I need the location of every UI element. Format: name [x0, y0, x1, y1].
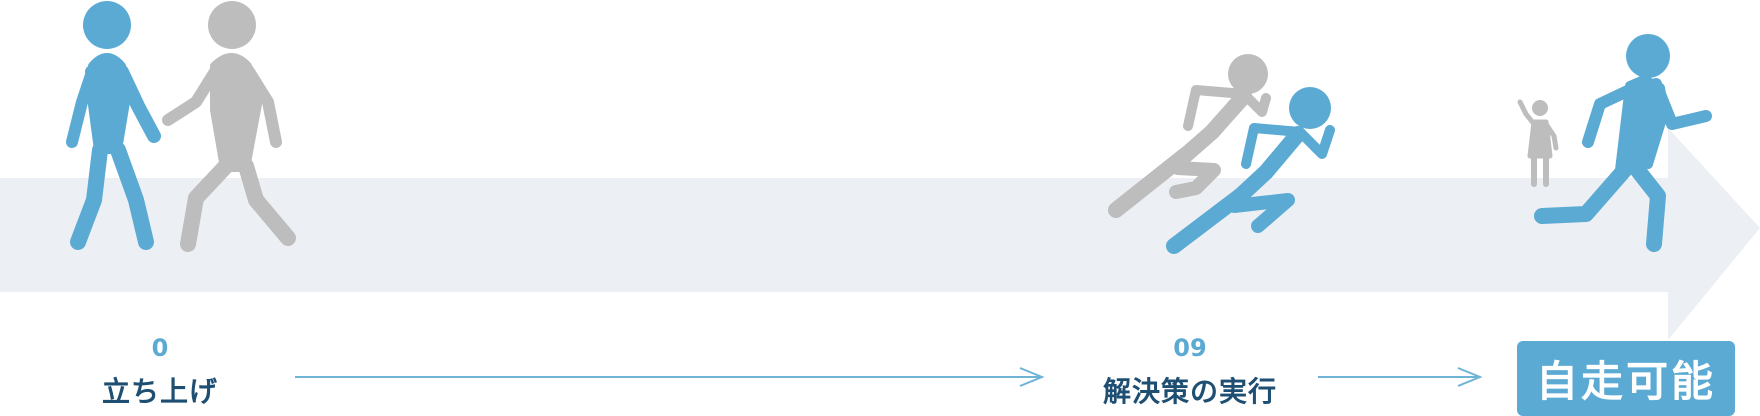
- gray-guiding-person-icon: [162, 1, 296, 252]
- step-label-launch: 立ち上げ: [101, 375, 218, 408]
- final-stage-badge: 自走可能: [1517, 341, 1735, 416]
- connector-arrow-1: [295, 367, 1045, 387]
- step-number-09: 09: [1173, 334, 1207, 362]
- final-stage-label: 自走可能: [1535, 357, 1716, 406]
- blue-running-person-icon: [1166, 87, 1335, 254]
- connector-arrow-2: [1318, 367, 1483, 387]
- blue-standing-person-icon: [66, 1, 161, 250]
- step-number-0: 0: [151, 334, 169, 362]
- gray-running-person-icon: [1108, 54, 1271, 218]
- step-label-solution-execution: 解決策の実行: [1102, 375, 1277, 408]
- blue-sprinting-person-icon: [1534, 34, 1712, 252]
- progress-band-arrow: [0, 128, 1760, 340]
- gray-waving-person-icon: [1517, 99, 1559, 187]
